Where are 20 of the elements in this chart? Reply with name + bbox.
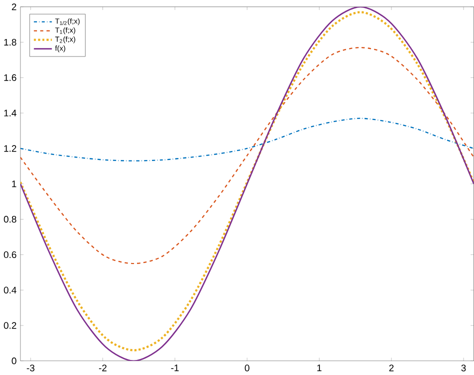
x-tick-label: -2 bbox=[98, 364, 107, 372]
y-tick-label: 1.2 bbox=[4, 145, 16, 152]
y-tick-label: 2 bbox=[12, 4, 16, 10]
y-tick-label: 0.6 bbox=[4, 251, 16, 258]
y-tick-label: 0.2 bbox=[4, 322, 16, 329]
x-tick-label: 0 bbox=[244, 364, 250, 372]
line-series bbox=[20, 47, 474, 264]
x-tick-label: 2 bbox=[389, 364, 394, 372]
y-tick-label: 0.4 bbox=[4, 286, 16, 294]
x-tick-label: -3 bbox=[26, 364, 34, 372]
y-tick-label: 0 bbox=[12, 358, 16, 364]
x-tick-label: 3 bbox=[461, 364, 466, 372]
y-tick-label: 1.4 bbox=[4, 110, 16, 116]
y-tick-label: 0.8 bbox=[4, 216, 16, 223]
x-tick-label: -1 bbox=[171, 364, 179, 372]
x-tick-label: 1 bbox=[317, 364, 322, 372]
line-series bbox=[20, 118, 474, 162]
y-tick-label: 1.6 bbox=[4, 74, 16, 82]
y-tick-label: 1 bbox=[12, 180, 16, 188]
y-tick-label: 1.8 bbox=[4, 38, 16, 46]
